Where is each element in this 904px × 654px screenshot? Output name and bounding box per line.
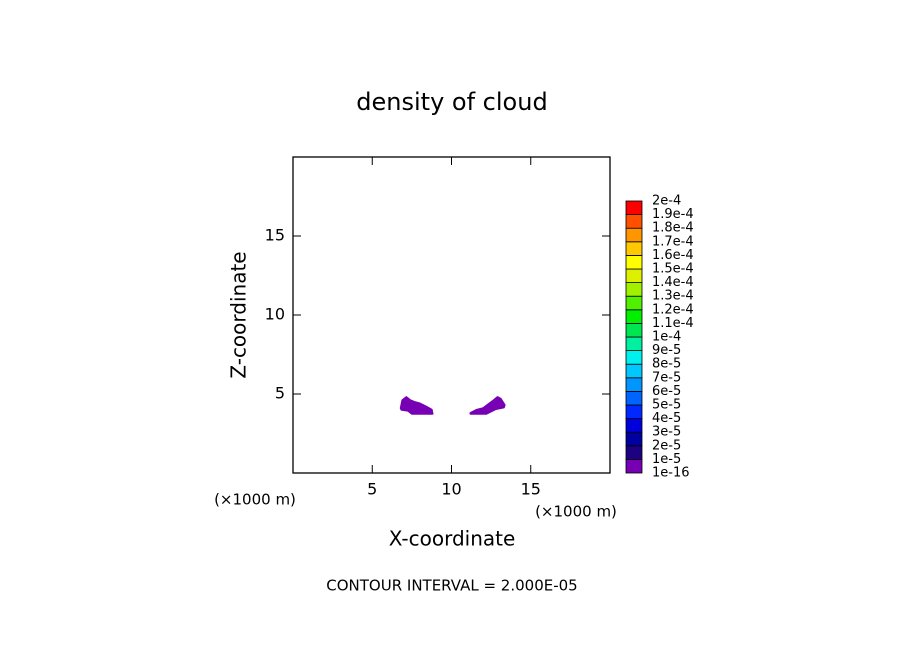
contour-region bbox=[469, 396, 506, 415]
colorbar-label: 1.5e-4 bbox=[652, 262, 694, 277]
colorbar-box bbox=[625, 431, 643, 447]
colorbar-label: 1.1e-4 bbox=[652, 316, 694, 331]
colorbar-box bbox=[625, 254, 643, 270]
y-tick-label: 5 bbox=[275, 384, 285, 403]
y-tick-label: 15 bbox=[265, 226, 285, 245]
colorbar-box bbox=[625, 200, 643, 216]
colorbar-box bbox=[625, 458, 643, 474]
x-tick-label: 10 bbox=[441, 480, 461, 499]
colorbar-label: 1e-16 bbox=[652, 466, 690, 481]
colorbar-label: 1.3e-4 bbox=[652, 289, 694, 304]
colorbar-label: 1.7e-4 bbox=[652, 234, 694, 249]
colorbar-box bbox=[625, 418, 643, 433]
colorbar-label: 2e-5 bbox=[652, 438, 681, 453]
colorbar-label: 2e-4 bbox=[652, 194, 681, 209]
contour-region bbox=[399, 396, 434, 415]
colorbar-box bbox=[625, 363, 643, 379]
y-unit: (×1000 m) bbox=[214, 491, 296, 509]
colorbar-label: 8e-5 bbox=[652, 357, 681, 372]
x-unit: (×1000 m) bbox=[535, 503, 617, 521]
colorbar-label: 1.2e-4 bbox=[652, 302, 694, 317]
y-tick-label: 10 bbox=[265, 305, 285, 324]
colorbar-label: 1.4e-4 bbox=[652, 275, 694, 290]
colorbar-box bbox=[625, 241, 643, 256]
y-axis-label: Z-coordinate bbox=[227, 251, 251, 378]
colorbar-label: 1e-5 bbox=[652, 452, 681, 467]
colorbar-label: 6e-5 bbox=[652, 384, 681, 399]
colorbar-box bbox=[625, 309, 643, 324]
colorbar-label: 3e-5 bbox=[652, 425, 681, 440]
colorbar-box bbox=[625, 227, 643, 243]
x-tick-label: 5 bbox=[367, 480, 377, 499]
colorbar-label: 7e-5 bbox=[652, 370, 681, 385]
colorbar-box bbox=[625, 350, 643, 365]
footnote: CONTOUR INTERVAL = 2.000E-05 bbox=[326, 577, 577, 595]
colorbar-label: 1.6e-4 bbox=[652, 248, 694, 263]
x-tick-label: 15 bbox=[521, 480, 541, 499]
colorbar-box bbox=[625, 295, 643, 311]
colorbar-box bbox=[625, 445, 643, 460]
colorbar-box bbox=[625, 377, 643, 392]
colorbar-box bbox=[625, 404, 643, 420]
colorbar-label: 1e-4 bbox=[652, 330, 681, 345]
colorbar-box bbox=[625, 282, 643, 297]
colorbar-box bbox=[625, 390, 643, 406]
colorbar-label: 1.8e-4 bbox=[652, 221, 694, 236]
colorbar-label: 4e-5 bbox=[652, 411, 681, 426]
x-axis-label: X-coordinate bbox=[389, 527, 516, 551]
colorbar-box bbox=[625, 268, 643, 284]
colorbar-box bbox=[625, 214, 643, 229]
colorbar-box bbox=[625, 336, 643, 352]
colorbar-label: 5e-5 bbox=[652, 398, 681, 413]
colorbar-box bbox=[625, 322, 643, 338]
chart-title: density of cloud bbox=[356, 88, 547, 116]
colorbar-label: 9e-5 bbox=[652, 343, 681, 358]
colorbar-label: 1.9e-4 bbox=[652, 207, 694, 222]
